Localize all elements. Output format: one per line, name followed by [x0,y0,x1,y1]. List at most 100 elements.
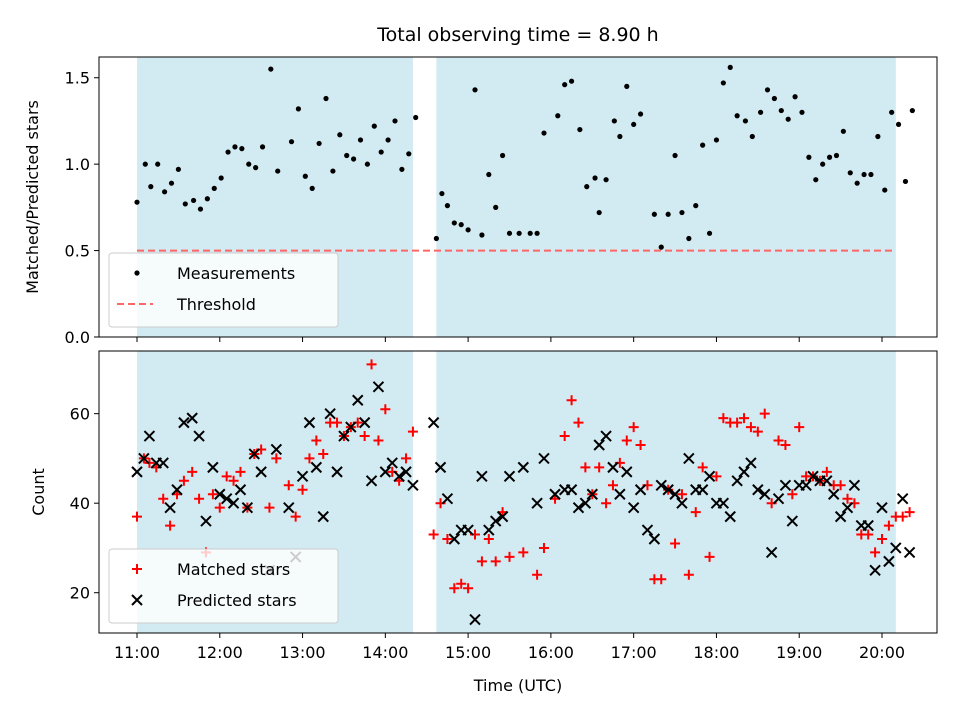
measurement-point [749,133,755,140]
legend-plus-marker [132,564,142,574]
predicted-star-point [489,515,502,527]
matched-star-point [773,435,784,446]
matched-star-point [332,417,343,428]
p0-legend: Measurements Threshold [108,252,339,328]
measurement-point [439,190,445,197]
matched-star-point [158,493,169,504]
predicted-star-point [549,488,561,500]
measurement-point [806,154,812,160]
legend-box [108,252,339,328]
predicted-star-point [621,466,633,478]
x-tick-label: 19:00 [776,643,822,662]
predicted-star-point [821,475,833,487]
measurement-point [742,118,749,124]
measurement-point [555,113,561,119]
matched-star-point [214,502,225,513]
matched-star-point [401,453,412,464]
predicted-star-point [655,479,667,491]
measurement-point [757,109,764,115]
measurement-point [778,107,784,114]
predicted-star-point [890,542,902,554]
matched-star-point [483,534,494,544]
measurement-point [316,140,322,147]
predicted-star-point [143,430,156,442]
predicted-star-point [178,416,190,429]
predicted-star-point [234,484,247,496]
legend-box [108,548,339,624]
matched-star-point [607,480,618,491]
measurement-point [861,171,867,178]
measurement-point [651,211,657,217]
measurement-point [854,180,860,186]
measurement-point [764,87,771,93]
x-tick-label: 13:00 [280,643,326,662]
measurement-point [155,161,161,167]
matched-star-point [221,471,232,482]
predicted-star-point [331,466,343,478]
measurement-point [720,80,726,86]
predicted-star-point [841,501,854,514]
measurement-point [211,185,217,191]
predicted-star-point [517,461,530,474]
matched-star-point [704,551,715,562]
matched-star-point [787,489,798,500]
measurement-point [713,137,720,143]
measurement-point [909,107,915,114]
matched-star-point [504,551,515,562]
x-tick-label: 16:00 [528,643,574,662]
predicted-star-point [193,430,205,442]
measurement-point [275,168,281,174]
y-tick-label: 1.0 [65,155,90,174]
measurement-point [584,184,590,190]
y-tick-label: 20 [70,584,90,603]
measurement-point [631,121,637,128]
predicted-star-point [848,479,861,491]
predicted-star-point [883,555,895,568]
matched-star-point [697,462,708,473]
predicted-star-point [717,497,730,509]
matched-star-point [283,480,294,491]
matched-star-point [676,489,687,500]
measurement-point [840,128,846,134]
predicted-star-point [386,457,398,469]
measurement-point [771,95,777,102]
p1-y-axis-label: Count [29,468,48,516]
predicted-star-point [703,470,716,483]
measurement-point [385,137,391,143]
predicted-star-point [503,470,516,483]
matched-star-point [476,556,487,567]
predicted-star-point [338,430,350,442]
predicted-star-point [869,564,881,577]
predicted-star-point [786,515,799,527]
measurement-point [458,222,464,228]
measurement-point [665,211,671,217]
measurement-point [486,171,492,178]
predicted-star-point [372,381,385,393]
legend-label: Measurements [177,264,295,283]
matched-star-point [297,484,308,495]
measurement-point [611,118,617,124]
measurement-point [225,149,231,155]
x-axis: 11:00 12:00 13:00 14:00 15:00 16:00 17:00 18:00… [114,633,905,662]
matched-star-point [897,511,908,522]
predicted-star-point [731,475,743,487]
predicted-star-point [283,501,295,514]
measurement-point [700,142,706,148]
matched-star-point [407,426,418,437]
measurement-point [337,132,343,138]
measurement-point [465,227,471,233]
matched-star-point [178,475,189,486]
x-axis-label: Time (UTC) [473,676,562,695]
matched-star-point [428,529,439,540]
measurement-point [239,146,245,152]
matched-star-point [842,493,853,504]
measurement-point [259,144,266,150]
predicted-star-point [834,510,847,523]
measurement-point [493,204,499,210]
matched-star-point [566,395,577,406]
p0-y-axis: 0.0 0.5 1.0 1.5 [65,69,99,347]
measurement-point [624,83,630,89]
matched-star-point [683,569,694,580]
count-panel: 20 40 60 11:00 12:00 13:00 14:00 15:00 16:00 17:… [29,350,938,695]
